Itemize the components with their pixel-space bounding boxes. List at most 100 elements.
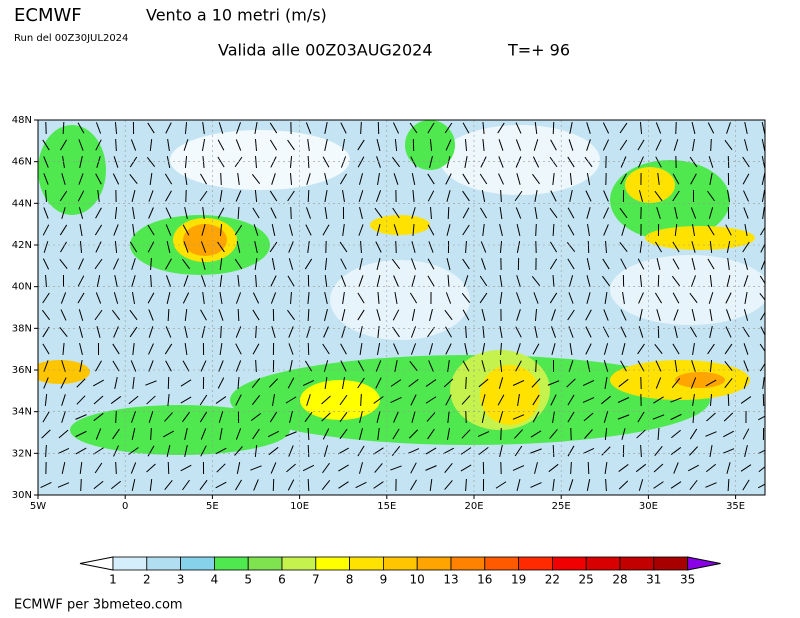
- wind-barb: [462, 122, 470, 134]
- wind-barb: [727, 478, 730, 492]
- wind-barb: [498, 377, 504, 389]
- wind-barb: [412, 223, 415, 237]
- wind-barb: [619, 241, 628, 253]
- wind-barb: [234, 156, 243, 168]
- wind-barb: [376, 309, 381, 321]
- wind-barb: [760, 242, 765, 253]
- wind-barb: [200, 428, 207, 440]
- wind-barb: [95, 207, 102, 219]
- wind-barb: [219, 223, 223, 237]
- wind-barb: [567, 156, 575, 168]
- wind-barb: [268, 378, 279, 388]
- lon-label: 5W: [30, 501, 46, 512]
- wind-barb: [653, 481, 664, 489]
- wind-barb: [184, 207, 188, 219]
- wind-barb: [727, 257, 730, 271]
- wind-barb: [217, 156, 225, 168]
- wind-barb: [114, 377, 118, 389]
- wind-barb: [726, 275, 731, 287]
- wind-barb: [235, 479, 242, 491]
- wind-barb: [269, 122, 278, 134]
- wind-barb: [183, 275, 189, 287]
- wind-barb: [393, 275, 399, 287]
- wind-barb: [96, 275, 101, 287]
- wind-barb: [147, 445, 155, 457]
- wind-barb: [587, 461, 590, 475]
- wind-barb: [534, 121, 538, 135]
- wind-barb: [724, 139, 733, 151]
- wind-barb: [235, 343, 242, 355]
- wind-barb: [515, 122, 522, 134]
- wind-barb: [620, 156, 627, 168]
- wind-barb: [515, 292, 522, 304]
- wind-barb: [164, 343, 173, 355]
- wind-barb: [390, 379, 402, 387]
- wind-barb: [534, 190, 538, 202]
- wind-barb: [639, 309, 643, 321]
- wind-barb: [462, 207, 470, 219]
- wind-barb: [705, 482, 717, 488]
- wind-barb: [42, 292, 50, 304]
- wind-barb: [690, 275, 697, 287]
- colorbar-box: [180, 556, 215, 571]
- wind-barb: [147, 241, 155, 253]
- wind-barb: [132, 376, 135, 390]
- wind-barb: [635, 463, 647, 473]
- wind-barb: [603, 190, 609, 202]
- wind-barb: [619, 207, 628, 219]
- wind-barb: [655, 360, 662, 372]
- wind-barb: [514, 190, 523, 202]
- wind-barb: [164, 412, 173, 422]
- wind-barb: [464, 138, 468, 152]
- wind-barb: [58, 429, 69, 439]
- wind-barb: [482, 325, 485, 339]
- colorbar-box: [146, 556, 182, 571]
- colorbar-box: [247, 556, 283, 571]
- wind-barb: [146, 463, 156, 473]
- wind-barb: [500, 342, 502, 356]
- wind-barb: [689, 428, 698, 440]
- wind-barb: [447, 206, 450, 220]
- wind-barb: [79, 360, 83, 372]
- wind-barb: [584, 156, 593, 168]
- wind-barb: [709, 274, 713, 288]
- wind-barb: [707, 343, 715, 355]
- wind-barb: [410, 156, 417, 168]
- wind-barb: [757, 449, 765, 455]
- colorbar-label: 8: [346, 573, 354, 587]
- wind-barb: [656, 309, 661, 321]
- wind-barb: [654, 241, 663, 253]
- wind-barb: [620, 360, 627, 372]
- wind-barb: [514, 429, 523, 439]
- wind-barb: [358, 173, 364, 185]
- wind-barb: [304, 411, 313, 423]
- wind-barb: [743, 258, 749, 270]
- wind-barb: [202, 121, 205, 135]
- wind-barb: [709, 326, 713, 338]
- wind-barb: [464, 343, 468, 355]
- lat-label: 40N: [12, 282, 32, 293]
- wind-barb: [567, 258, 575, 270]
- wind-barb: [586, 479, 591, 491]
- colorbar-box: [281, 556, 317, 571]
- wind-barb: [481, 394, 486, 406]
- wind-barb: [759, 275, 765, 285]
- wind-barb: [360, 121, 362, 135]
- colorbar-box: [484, 556, 519, 571]
- wind-barb: [604, 377, 608, 389]
- wind-barb: [376, 258, 381, 270]
- wind-barb: [375, 190, 382, 202]
- wind-barb: [79, 461, 83, 475]
- wind-barb: [671, 275, 681, 287]
- wind-barb: [674, 359, 678, 373]
- wind-barb: [566, 241, 576, 253]
- wind-barb: [532, 156, 540, 168]
- wind-barb: [499, 240, 503, 254]
- wind-barb: [129, 156, 138, 168]
- wind-barb: [761, 139, 765, 151]
- wind-barb: [114, 240, 118, 254]
- wind-barb: [234, 446, 243, 456]
- wind-barb: [339, 241, 348, 253]
- wind-barb: [532, 411, 540, 423]
- wind-barb: [184, 326, 188, 338]
